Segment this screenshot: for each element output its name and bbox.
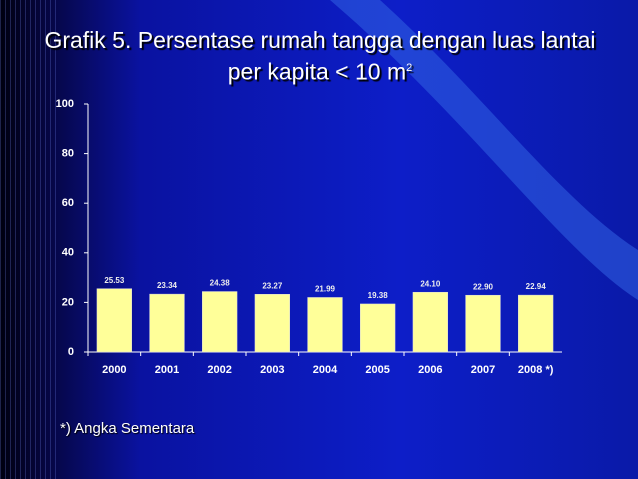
value-label: 22.90 <box>473 282 494 291</box>
x-tick-label: 2006 <box>418 364 442 376</box>
footnote: *) Angka Sementara <box>60 420 195 437</box>
y-tick-label: 0 <box>68 346 74 358</box>
x-tick-label: 2004 <box>313 364 338 376</box>
bar <box>307 297 343 353</box>
decor <box>0 0 60 479</box>
y-tick-label: 80 <box>62 148 74 160</box>
decor-swoosh <box>330 0 638 300</box>
bar <box>96 288 132 353</box>
title-text: Grafik 5. Persentase rumah tangga dengan… <box>44 27 596 85</box>
x-tick-label: 2007 <box>471 364 495 376</box>
x-tick-label: 2000 <box>102 364 126 376</box>
value-label: 23.27 <box>262 281 283 290</box>
bar <box>412 291 448 353</box>
bar <box>202 291 238 353</box>
title-superscript: 2 <box>406 62 413 74</box>
x-tick-label: 2008 *) <box>518 364 554 376</box>
bar <box>360 303 396 353</box>
x-tick-label: 2001 <box>155 364 179 376</box>
y-tick-label: 40 <box>62 247 74 259</box>
x-tick-label: 2002 <box>207 364 231 376</box>
y-tick-label: 100 <box>56 98 74 110</box>
value-label: 19.38 <box>368 291 389 300</box>
value-label: 25.53 <box>104 276 125 285</box>
bar <box>518 294 554 353</box>
value-label: 24.10 <box>420 279 441 288</box>
chart-title: Grafik 5. Persentase rumah tangga dengan… <box>40 26 600 86</box>
y-tick-label: 20 <box>62 296 74 308</box>
value-label: 21.99 <box>315 285 336 294</box>
x-tick-label: 2005 <box>365 364 389 376</box>
bar <box>149 293 185 353</box>
bar <box>465 294 501 353</box>
bar <box>254 294 290 353</box>
value-label: 23.34 <box>157 281 178 290</box>
value-label: 24.38 <box>210 279 231 288</box>
y-tick-label: 60 <box>62 197 74 209</box>
x-tick-label: 2003 <box>260 364 284 376</box>
value-label: 22.94 <box>526 282 547 291</box>
